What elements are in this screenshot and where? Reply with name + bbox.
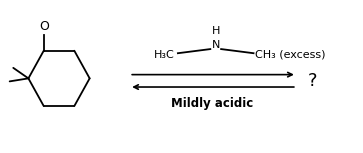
Text: ?: ? <box>308 72 318 90</box>
Text: N: N <box>212 40 220 50</box>
Text: Mildly acidic: Mildly acidic <box>171 97 253 110</box>
Text: CH₃ (excess): CH₃ (excess) <box>255 50 326 60</box>
Text: H₃C: H₃C <box>154 50 175 60</box>
Text: O: O <box>39 21 49 34</box>
Text: H: H <box>212 26 220 36</box>
